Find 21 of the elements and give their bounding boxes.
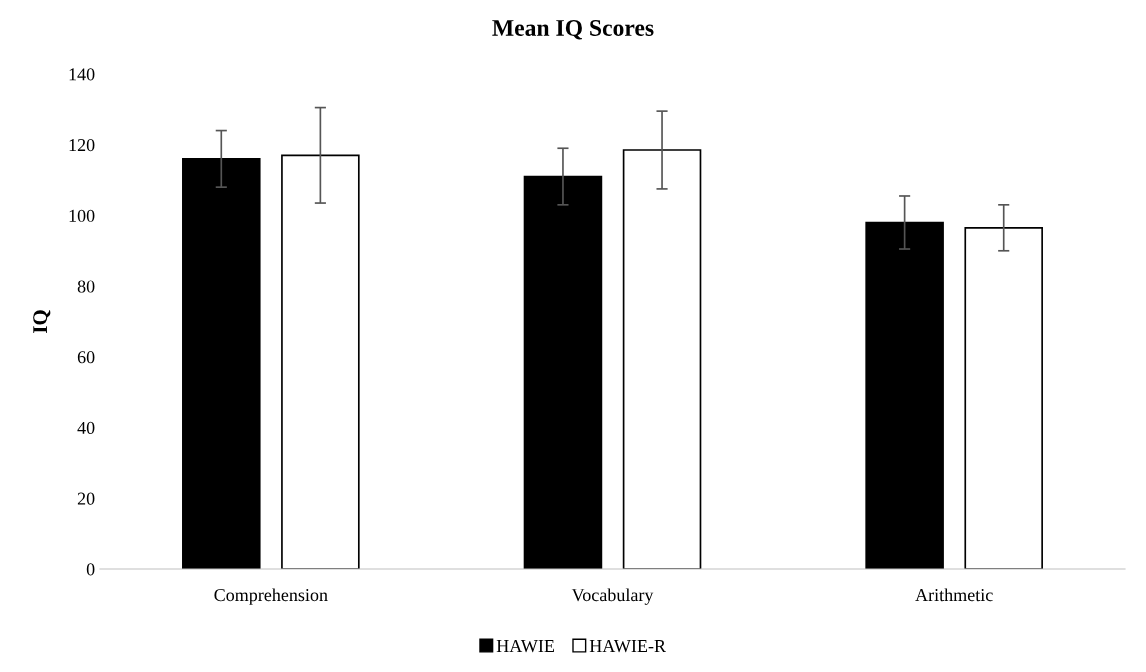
x-tick-label: Comprehension (214, 588, 328, 605)
bar (622, 149, 702, 569)
bar (964, 226, 1043, 569)
legend-label: HAWIE-R (589, 639, 666, 653)
legend-label: HAWIE (496, 639, 555, 653)
y-tick-label: 140 (69, 68, 95, 81)
x-tick-label: Vocabulary (571, 588, 654, 605)
y-tick-label: 80 (77, 280, 95, 293)
bar (182, 158, 261, 569)
y-tick-label: 0 (86, 563, 95, 576)
x-tick-label: Arithmetic (915, 588, 993, 602)
y-tick-label: 100 (69, 209, 95, 222)
y-tick-label: 40 (77, 421, 95, 435)
y-tick-label: 20 (77, 492, 95, 505)
y-tick-label: 120 (69, 138, 95, 152)
bar (865, 221, 944, 569)
bar (523, 175, 603, 569)
y-axis-title: IQ (33, 310, 51, 333)
chart-title: Mean IQ Scores (492, 20, 654, 40)
y-tick-label: 60 (77, 351, 95, 364)
bar (281, 154, 360, 569)
